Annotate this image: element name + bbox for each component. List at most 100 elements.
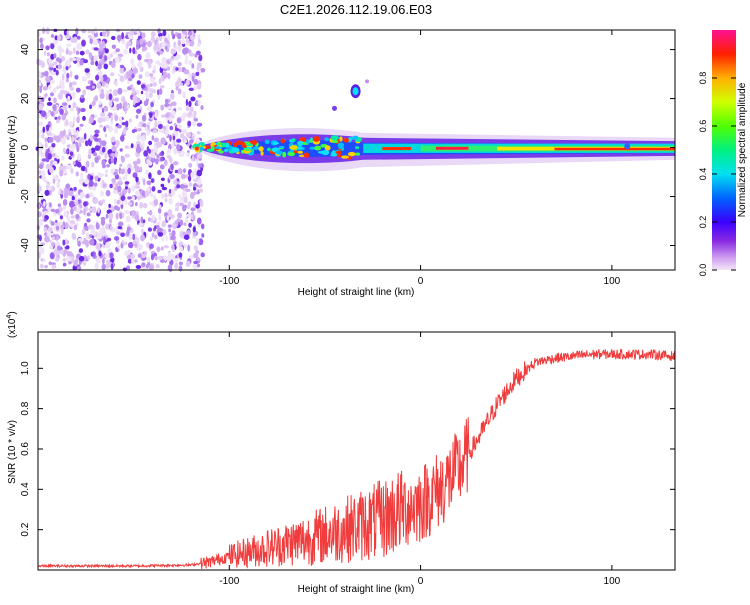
noise-speck (157, 46, 161, 52)
noise-speck (177, 39, 181, 47)
noise-speck (132, 240, 138, 245)
signal-speck (200, 142, 205, 147)
spectrogram-xtick-label: 100 (604, 276, 621, 287)
noise-speck (114, 114, 119, 122)
noise-speck (196, 208, 202, 214)
noise-speck (135, 176, 139, 183)
noise-speck (90, 60, 95, 66)
noise-speck (193, 186, 197, 191)
noise-speck (63, 192, 69, 199)
signal-speck (352, 135, 359, 140)
signal-speck (337, 142, 345, 148)
noise-speck (56, 119, 60, 124)
noise-speck (79, 44, 83, 50)
noise-speck (183, 243, 187, 249)
noise-speck (159, 128, 165, 134)
noise-speck (48, 58, 51, 64)
noise-speck (41, 158, 47, 162)
noise-speck (113, 158, 117, 165)
noise-speck (169, 134, 172, 142)
noise-speck (60, 227, 64, 235)
noise-speck (104, 133, 108, 138)
noise-speck (160, 183, 164, 188)
noise-speck (76, 130, 79, 135)
noise-speck (69, 107, 75, 112)
noise-speck (144, 58, 150, 63)
noise-speck (106, 237, 112, 242)
noise-speck (196, 66, 200, 71)
noise-speck (68, 190, 74, 197)
noise-speck (112, 105, 117, 111)
noise-speck (50, 71, 56, 76)
noise-speck (168, 197, 173, 205)
noise-speck (146, 256, 151, 263)
noise-speck (164, 102, 170, 108)
noise-speck (185, 188, 191, 192)
noise-speck (164, 193, 168, 198)
noise-speck (174, 169, 179, 174)
signal-speck (355, 152, 360, 156)
noise-speck (38, 218, 44, 226)
noise-speck (159, 204, 162, 210)
spectrogram-noise (35, 26, 206, 273)
noise-speck (83, 59, 89, 64)
noise-speck (66, 43, 72, 47)
noise-speck (95, 60, 99, 67)
noise-speck (124, 181, 130, 185)
noise-speck (171, 142, 175, 149)
noise-speck (60, 137, 66, 142)
noise-speck (197, 152, 203, 159)
noise-speck (188, 162, 193, 168)
noise-speck (171, 253, 176, 260)
noise-speck (40, 170, 46, 177)
noise-speck (136, 39, 140, 47)
noise-speck (153, 137, 159, 143)
noise-speck (58, 51, 62, 58)
noise-speck (169, 125, 174, 131)
noise-speck (183, 222, 187, 226)
noise-speck (157, 169, 162, 176)
noise-speck (197, 42, 201, 48)
colorbar: 0.0 0.2 0.4 0.6 0.8 Normalized spectral ampl… (698, 30, 748, 276)
noise-speck (136, 46, 139, 50)
noise-speck (137, 253, 142, 258)
noise-speck (119, 75, 125, 82)
noise-speck (110, 257, 115, 263)
noise-speck (69, 220, 76, 225)
noise-speck (55, 136, 61, 143)
noise-speck (69, 70, 73, 78)
noise-speck (75, 27, 79, 35)
noise-speck (111, 136, 116, 143)
noise-speck (111, 44, 117, 50)
noise-speck (38, 147, 42, 154)
noise-speck (46, 111, 51, 117)
noise-speck (182, 91, 186, 99)
noise-speck (153, 194, 157, 201)
noise-speck (130, 58, 135, 65)
noise-speck (188, 222, 192, 228)
signal-speck (321, 149, 330, 156)
noise-speck (62, 258, 66, 262)
noise-speck (101, 40, 105, 47)
noise-speck (137, 123, 141, 128)
noise-speck (110, 263, 114, 270)
noise-speck (155, 60, 161, 65)
noise-speck (141, 190, 146, 197)
signal-speck (309, 146, 316, 150)
noise-speck (190, 39, 195, 47)
noise-speck (74, 193, 79, 199)
noise-speck (74, 75, 79, 80)
noise-speck (156, 224, 160, 229)
noise-speck (51, 264, 57, 269)
snr-multiplier-base: (x10 (7, 318, 18, 338)
noise-speck (169, 173, 175, 180)
noise-speck (82, 115, 86, 121)
noise-speck (148, 92, 153, 98)
noise-speck (135, 190, 140, 196)
noise-speck (85, 193, 90, 199)
noise-speck (101, 146, 106, 153)
noise-speck (121, 122, 127, 126)
noise-speck (128, 69, 133, 76)
noise-speck (124, 172, 128, 177)
noise-speck (200, 105, 204, 110)
